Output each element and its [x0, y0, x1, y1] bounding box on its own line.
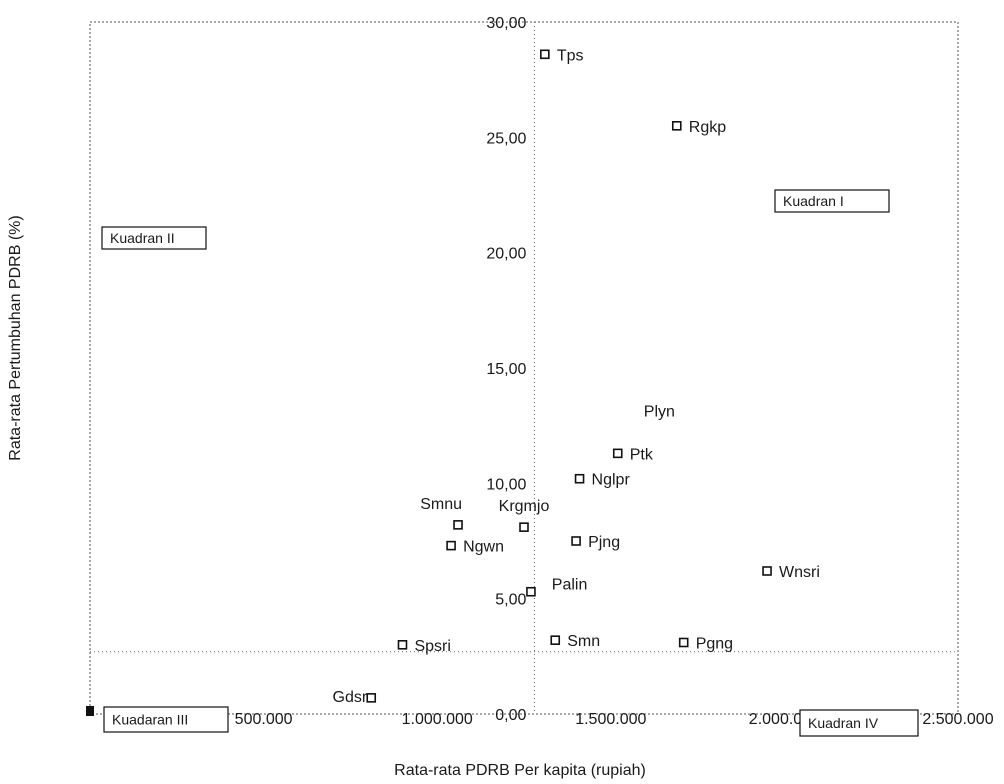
y-tick-label: 15,00 [486, 361, 526, 378]
point-label: Nglpr [592, 472, 631, 489]
x-axis-title: Rata-rata PDRB Per kapita (rupiah) [394, 762, 646, 779]
point-label: Wnsri [779, 564, 820, 581]
x-tick-label: 1.000.000 [402, 711, 473, 728]
quadrant-label: Kuadran IV [808, 715, 879, 731]
point-label: Smnu [420, 496, 462, 513]
origin-marker [86, 706, 94, 716]
point-marker [366, 693, 377, 703]
point-marker [678, 637, 689, 648]
point-marker [453, 520, 463, 530]
x-tick-label: 500.000 [235, 711, 293, 728]
point-label: Tps [557, 47, 584, 64]
quadrant-label: Kuadaran III [112, 712, 188, 728]
y-tick-label: 30,00 [486, 15, 526, 32]
point-marker [762, 566, 772, 576]
plot-frame [89, 21, 959, 715]
data-points: Tps Rgkp Plyn Ptk Nglpr Smnu Krgmjo Ngwn Pjng Wns… [86, 47, 820, 716]
quadrant-labels: Kuadran I Kuadran II Kuadaran III Kuadran I… [101, 189, 919, 737]
point-marker [671, 121, 682, 131]
point-label: Plyn [644, 403, 675, 420]
point-marker [550, 635, 561, 645]
quadrant-box [774, 189, 890, 213]
quadrant-label: Kuadran II [110, 230, 175, 246]
point-label: Krgmjo [499, 498, 550, 515]
point-label: Palin [552, 576, 588, 593]
point-label: Smn [567, 633, 600, 650]
point-marker [574, 473, 585, 484]
point-marker [519, 522, 529, 532]
point-marker [446, 540, 456, 551]
point-marker [540, 49, 550, 60]
point-marker [526, 586, 536, 597]
point-marker [571, 536, 581, 546]
point-label: Gdsr [333, 689, 368, 706]
point-label: Rgkp [689, 119, 726, 136]
y-axis-title: Rata-rata Pertumbuhan PDRB (%) [7, 215, 24, 460]
y-tick-label: 5,00 [495, 592, 526, 609]
y-tick-label: 20,00 [486, 246, 526, 263]
quadrant-box [103, 706, 229, 733]
point-marker [397, 639, 408, 650]
point-label: Ngwn [463, 539, 504, 556]
y-tick-label: 10,00 [486, 476, 526, 493]
x-tick-label: 2.500.000 [922, 711, 993, 728]
y-tick-label: 0,00 [495, 707, 526, 724]
tick-labels: 0,00 5,00 10,00 15,00 20,00 25,00 30,00 500.000… [235, 15, 994, 728]
quadrant-box [101, 226, 207, 250]
quadrant-label: Kuadran I [783, 193, 844, 209]
point-marker [612, 448, 623, 459]
point-label: Ptk [630, 446, 654, 463]
x-tick-label: 1.500.000 [575, 711, 646, 728]
y-tick-label: 25,00 [486, 130, 526, 147]
point-label: Pjng [588, 534, 620, 551]
point-label: Spsri [414, 638, 450, 655]
quadrant-box [799, 709, 919, 737]
point-label: Pgng [696, 635, 733, 652]
